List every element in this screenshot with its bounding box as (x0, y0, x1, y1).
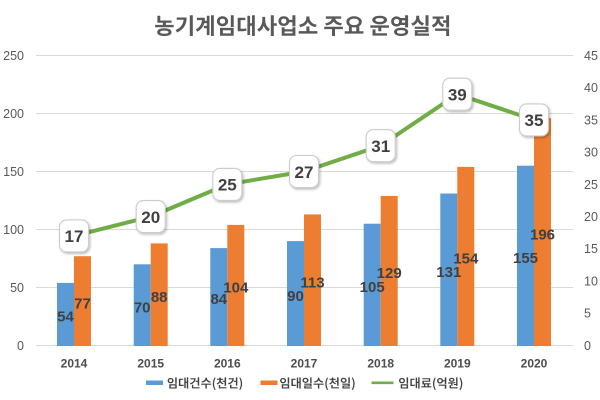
svg-text:20: 20 (141, 208, 160, 227)
svg-text:0: 0 (17, 339, 24, 353)
svg-text:15: 15 (584, 242, 598, 256)
svg-text:105: 105 (360, 279, 385, 296)
svg-text:131: 131 (436, 264, 461, 281)
svg-text:0: 0 (584, 339, 591, 353)
svg-text:5: 5 (584, 307, 591, 321)
svg-text:2020: 2020 (521, 356, 548, 370)
svg-text:54: 54 (57, 309, 74, 326)
svg-text:30: 30 (584, 146, 598, 160)
svg-text:113: 113 (300, 274, 324, 291)
svg-text:39: 39 (448, 86, 467, 105)
svg-text:50: 50 (10, 281, 24, 295)
svg-text:31: 31 (371, 137, 390, 156)
svg-text:35: 35 (525, 111, 544, 130)
svg-text:2014: 2014 (61, 356, 88, 370)
svg-text:90: 90 (287, 288, 304, 305)
svg-text:45: 45 (584, 49, 598, 63)
svg-text:17: 17 (65, 227, 84, 246)
svg-text:2019: 2019 (444, 356, 471, 370)
svg-text:150: 150 (3, 165, 24, 179)
svg-text:154: 154 (453, 251, 479, 268)
svg-text:196: 196 (530, 226, 555, 243)
svg-text:77: 77 (74, 295, 91, 312)
svg-text:25: 25 (584, 178, 598, 192)
svg-text:25: 25 (218, 176, 237, 195)
svg-text:104: 104 (223, 280, 249, 297)
svg-text:2018: 2018 (367, 356, 394, 370)
svg-text:155: 155 (513, 250, 538, 267)
svg-text:200: 200 (3, 107, 24, 121)
svg-text:88: 88 (151, 289, 168, 306)
svg-text:129: 129 (377, 265, 402, 282)
svg-text:20: 20 (584, 210, 598, 224)
svg-text:35: 35 (584, 113, 598, 127)
svg-text:40: 40 (584, 81, 598, 95)
svg-text:2015: 2015 (137, 356, 164, 370)
svg-text:10: 10 (584, 275, 598, 289)
svg-text:100: 100 (3, 223, 24, 237)
svg-text:27: 27 (295, 163, 314, 182)
svg-text:84: 84 (210, 291, 227, 308)
svg-text:2017: 2017 (291, 356, 318, 370)
svg-text:70: 70 (134, 299, 151, 316)
svg-text:2016: 2016 (214, 356, 241, 370)
svg-text:250: 250 (3, 49, 24, 63)
